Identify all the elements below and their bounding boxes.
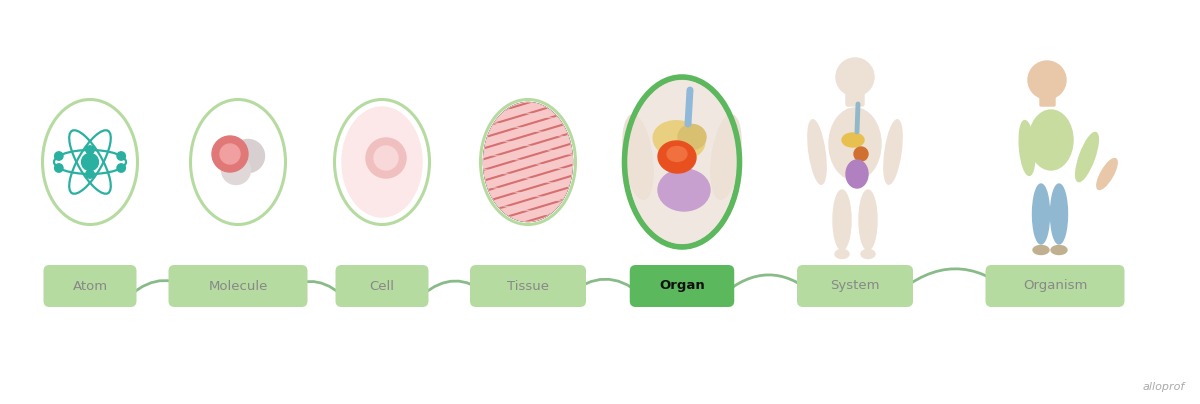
- Text: Atom: Atom: [72, 280, 108, 292]
- Circle shape: [116, 164, 125, 172]
- Ellipse shape: [658, 169, 710, 211]
- Ellipse shape: [1030, 110, 1073, 170]
- FancyBboxPatch shape: [470, 265, 586, 307]
- Circle shape: [366, 138, 406, 178]
- Ellipse shape: [833, 190, 851, 250]
- FancyBboxPatch shape: [336, 265, 428, 307]
- Text: System: System: [830, 280, 880, 292]
- Ellipse shape: [1033, 246, 1049, 255]
- Ellipse shape: [342, 107, 422, 217]
- Text: Molecule: Molecule: [209, 280, 268, 292]
- FancyBboxPatch shape: [1040, 86, 1055, 106]
- Ellipse shape: [653, 121, 704, 159]
- Circle shape: [222, 156, 251, 185]
- Ellipse shape: [710, 115, 742, 199]
- Ellipse shape: [1050, 184, 1068, 244]
- Circle shape: [836, 58, 874, 96]
- FancyBboxPatch shape: [43, 265, 137, 307]
- Ellipse shape: [846, 160, 868, 188]
- FancyBboxPatch shape: [846, 84, 864, 106]
- Ellipse shape: [628, 80, 737, 244]
- Ellipse shape: [884, 120, 902, 184]
- Ellipse shape: [658, 141, 696, 173]
- Ellipse shape: [808, 120, 826, 184]
- Ellipse shape: [667, 147, 686, 162]
- Ellipse shape: [842, 133, 864, 147]
- Circle shape: [86, 146, 95, 154]
- Ellipse shape: [829, 108, 881, 180]
- Ellipse shape: [1075, 133, 1098, 181]
- Text: Tissue: Tissue: [508, 280, 550, 292]
- FancyBboxPatch shape: [630, 265, 734, 307]
- Ellipse shape: [1032, 184, 1050, 244]
- Ellipse shape: [623, 115, 653, 199]
- Circle shape: [1028, 61, 1066, 99]
- Ellipse shape: [835, 250, 850, 259]
- Ellipse shape: [484, 103, 572, 221]
- Ellipse shape: [193, 103, 282, 221]
- Ellipse shape: [1051, 246, 1067, 255]
- Circle shape: [212, 136, 248, 172]
- Circle shape: [55, 164, 64, 172]
- Circle shape: [82, 154, 98, 170]
- Ellipse shape: [1097, 158, 1117, 189]
- Text: Organ: Organ: [659, 280, 704, 292]
- Ellipse shape: [859, 190, 877, 250]
- Circle shape: [86, 170, 95, 178]
- FancyBboxPatch shape: [985, 265, 1124, 307]
- Circle shape: [55, 152, 64, 160]
- Circle shape: [116, 152, 125, 160]
- Circle shape: [232, 139, 264, 173]
- Ellipse shape: [854, 147, 868, 161]
- FancyBboxPatch shape: [168, 265, 307, 307]
- FancyBboxPatch shape: [797, 265, 913, 307]
- Ellipse shape: [337, 103, 426, 221]
- Ellipse shape: [862, 250, 875, 259]
- Circle shape: [220, 144, 240, 164]
- Ellipse shape: [1019, 121, 1034, 175]
- Ellipse shape: [678, 124, 706, 149]
- Ellipse shape: [46, 103, 134, 221]
- Circle shape: [374, 146, 398, 170]
- Text: Organism: Organism: [1022, 280, 1087, 292]
- Text: alloprof: alloprof: [1142, 382, 1186, 392]
- Text: Cell: Cell: [370, 280, 395, 292]
